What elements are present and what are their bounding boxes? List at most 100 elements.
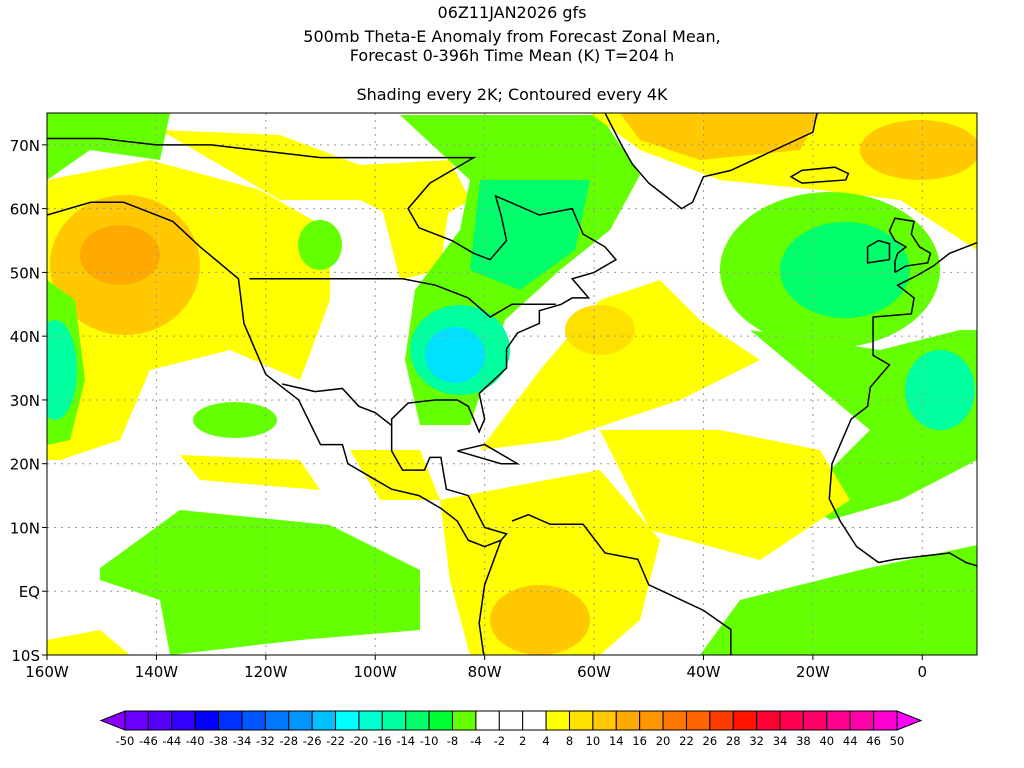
colorbar-label: 4: [542, 734, 549, 748]
colorbar: -50 -46 -44 -40 -38 -34 -32 -28 -26 -22 -20 -16 -14-…: [99, 710, 923, 748]
colorbar-swatch: [615, 710, 641, 731]
colorbar-swatch: [732, 710, 758, 731]
colorbar-label: 44: [843, 734, 858, 748]
colorbar-label: 20: [656, 734, 671, 748]
colorbar-label: -40: [186, 734, 205, 748]
colorbar-swatch: [849, 710, 875, 731]
colorbar-label: -32: [256, 734, 275, 748]
title-line-1: 06Z11JAN2026 gfs: [437, 3, 587, 22]
lon-label: 100W: [354, 663, 398, 681]
colorbar-swatch: [147, 710, 173, 731]
lat-label: 30N: [10, 392, 40, 410]
colorbar-label: 50: [890, 734, 905, 748]
shading-layer: [47, 113, 977, 655]
colorbar-label: 2: [519, 734, 526, 748]
colorbar-label: -20: [350, 734, 369, 748]
coastline-south-america-west: [478, 539, 502, 655]
lon-label: 20W: [796, 663, 830, 681]
colorbar-swatch: [475, 710, 500, 731]
colorbar-label: -28: [279, 734, 298, 748]
lon-label: 120W: [244, 663, 288, 681]
colorbar-swatch: [171, 710, 196, 731]
colorbar-swatch: [826, 710, 851, 731]
colorbar-swatch: [358, 710, 383, 731]
coastline-us-canada-border: [249, 278, 556, 318]
lat-label: 50N: [10, 264, 40, 282]
coastlines: [47, 113, 977, 655]
title-line-3: Forecast 0-396h Time Mean (K) T=204 h: [349, 46, 675, 65]
colorbar-swatch: [639, 710, 664, 731]
lat-label: 10S: [11, 647, 40, 665]
colorbar-swatch: [498, 710, 524, 731]
colorbar-label: -14: [396, 734, 415, 748]
coastline-iceland: [789, 166, 850, 184]
colorbar-label: 16: [632, 734, 647, 748]
lon-label: 0: [918, 663, 928, 681]
colorbar-swatch: [124, 710, 149, 731]
colorbar-swatch: [545, 710, 570, 731]
lon-label: 60W: [577, 663, 611, 681]
colorbar-swatch: [381, 710, 407, 731]
colorbar-label: -16: [373, 734, 392, 748]
colorbar-label: 22: [679, 734, 694, 748]
colorbar-swatch: [802, 710, 828, 731]
colorbar-swatch: [405, 710, 430, 731]
title-line-2: 500mb Theta-E Anomaly from Forecast Zona…: [303, 27, 721, 46]
shade-arctic-green: [47, 113, 170, 180]
colorbar-label: 28: [726, 734, 741, 748]
colorbar-label: 46: [866, 734, 881, 748]
colorbar-swatch: [452, 710, 477, 731]
colorbar-swatch: [522, 710, 547, 731]
coastline-africa-europe: [828, 241, 977, 579]
title-line-4: Shading every 2K; Contoured every 4K: [356, 85, 668, 104]
colorbar-label: 8: [566, 734, 573, 748]
colorbar-label: -50: [116, 734, 135, 748]
colorbar-swatch: [218, 710, 243, 731]
colorbar-swatch: [662, 710, 687, 731]
lon-label: 160W: [25, 663, 69, 681]
lat-label: 70N: [10, 137, 40, 155]
shade-tropical-yellow: [600, 430, 850, 560]
colorbar-label: 26: [703, 734, 718, 748]
colorbar-swatch: [264, 710, 290, 731]
map-frame: [46, 112, 978, 656]
colorbar-label: 14: [609, 734, 624, 748]
lat-label: 60N: [10, 201, 40, 219]
colorbar-label: -4: [470, 734, 481, 748]
colorbar-swatch: [685, 710, 711, 731]
colorbar-swatch: [592, 710, 617, 731]
colorbar-label: -26: [303, 734, 322, 748]
colorbar-swatch: [241, 710, 266, 731]
colorbar-high-arrow: [896, 710, 923, 731]
colorbar-label: -46: [139, 734, 158, 748]
shade-pacific-eq-green: [100, 510, 420, 655]
colorbar-swatch: [756, 710, 781, 731]
lat-label: 20N: [10, 456, 40, 474]
coastline-us-mexico-border: [282, 383, 393, 427]
shade-atlantic-yellow: [480, 280, 760, 450]
colorbar-label: 38: [796, 734, 811, 748]
colorbar-swatch: [194, 710, 220, 731]
colorbar-swatch: [288, 710, 313, 731]
colorbar-label: -22: [326, 734, 345, 748]
lon-label: 40W: [687, 663, 721, 681]
coastline-great-britain: [888, 217, 932, 274]
colorbar-label: -2: [494, 734, 505, 748]
colorbar-swatch: [335, 710, 360, 731]
colorbar-label: -34: [233, 734, 252, 748]
colorbar-label: 34: [773, 734, 788, 748]
lon-label: 80W: [468, 663, 502, 681]
colorbar-label: -38: [209, 734, 228, 748]
colorbar-swatch: [568, 710, 594, 731]
lat-label: 40N: [10, 328, 40, 346]
colorbar-swatch: [311, 710, 337, 731]
shade-south-atlantic-green: [700, 545, 977, 655]
lat-label: EQ: [19, 583, 40, 601]
lon-label: 140W: [135, 663, 179, 681]
colorbar-label: -10: [420, 734, 439, 748]
colorbar-swatch: [779, 710, 804, 731]
lat-label: 10N: [10, 519, 40, 537]
colorbar-swatch: [428, 710, 454, 731]
